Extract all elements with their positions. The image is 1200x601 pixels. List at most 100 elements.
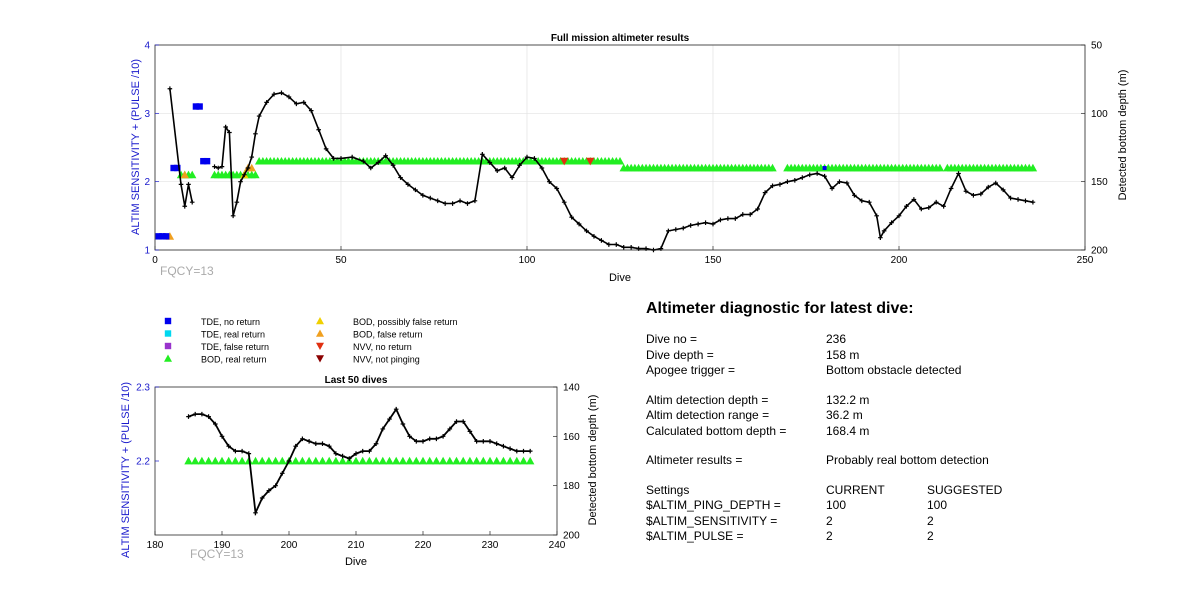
- setting-name: $ALTIM_PING_DEPTH =: [646, 498, 781, 512]
- bod-real-return-marker: [479, 456, 488, 465]
- depth-point: [554, 186, 560, 191]
- depth-point: [219, 164, 225, 169]
- depth-point: [393, 406, 399, 412]
- tde-no-return-marker: [162, 233, 170, 240]
- depth-point: [241, 172, 247, 178]
- depth-point: [226, 443, 231, 449]
- depth-point: [368, 165, 374, 171]
- apogee-value: Bottom obstacle detected: [826, 363, 962, 377]
- setting-suggested: 2: [927, 529, 934, 543]
- depth-point: [517, 162, 522, 168]
- depth-line-segment: [188, 407, 531, 517]
- legend-label: BOD, real return: [201, 355, 267, 365]
- depth-point: [792, 178, 798, 183]
- bod-real-return-marker: [358, 456, 367, 465]
- small-ticks: 180 190 200 210 220 230 240 2.2 2.3 140 160 180 200: [136, 383, 580, 552]
- depth-point: [889, 220, 894, 225]
- depth-point: [501, 443, 506, 449]
- bod-real-return-marker: [432, 456, 441, 465]
- setting-suggested: 2: [927, 513, 934, 528]
- depth-point: [971, 193, 976, 198]
- depth-point: [239, 448, 245, 454]
- depth-point: [799, 175, 805, 180]
- depth-point: [213, 421, 218, 427]
- depth-point: [844, 180, 850, 186]
- depth-point: [822, 173, 827, 179]
- depth-point: [447, 426, 453, 432]
- depth-point: [1015, 197, 1021, 202]
- depth-point: [532, 156, 537, 161]
- depth-point: [467, 429, 473, 434]
- depth-point: [189, 199, 195, 205]
- depth-point: [427, 436, 432, 442]
- legend-label: BOD, possibly false return: [353, 317, 458, 327]
- depth-point: [414, 438, 419, 444]
- setting-row: $ALTIM_PULSE = 2 2: [646, 529, 1166, 545]
- bod-real-return-marker: [445, 456, 454, 465]
- x-tick-label: 200: [891, 255, 908, 266]
- bod-real-return-marker: [512, 456, 521, 465]
- depth-point: [420, 438, 426, 444]
- x-tick-label: 190: [214, 540, 231, 551]
- altim-range-label: Altim detection range =: [646, 408, 770, 422]
- suggested-label: SUGGESTED: [927, 482, 1003, 497]
- depth-point: [230, 213, 236, 219]
- bod-real-return-marker: [465, 456, 475, 465]
- depth-point: [703, 220, 708, 225]
- bod-real-return-marker: [418, 456, 428, 465]
- depth-point: [192, 411, 198, 417]
- x-tick-label: 150: [705, 255, 722, 266]
- y-tick-label: 4: [144, 41, 150, 52]
- x-tick-label: 180: [147, 540, 164, 551]
- bod-real-return-marker: [398, 456, 408, 465]
- legend-marker-triangle-down: [316, 355, 324, 363]
- bod-real-return-marker: [291, 456, 300, 465]
- depth-point: [866, 199, 872, 205]
- y2-tick-label: 100: [1091, 109, 1108, 120]
- depth-point: [919, 206, 924, 212]
- calc-depth-row: Calculated bottom depth = 168.4 m: [646, 424, 1166, 440]
- y2-tick-label: 150: [1091, 177, 1108, 188]
- depth-point: [186, 414, 191, 419]
- depth-point: [628, 244, 634, 250]
- bod-real-return-marker: [385, 456, 394, 465]
- bod-real-return-marker: [485, 456, 495, 465]
- x-tick-label: 230: [482, 540, 499, 551]
- depth-point: [249, 154, 255, 160]
- depth-point: [673, 227, 679, 232]
- depth-point: [911, 197, 917, 202]
- depth-point: [985, 184, 991, 190]
- depth-point: [253, 131, 258, 137]
- small-y-axis-label: ALTIM SENSITIVITY + (PULSE /10): [120, 382, 132, 558]
- bod-real-return-marker: [499, 456, 508, 465]
- depth-point: [259, 495, 265, 501]
- bod-real-return-marker: [459, 456, 468, 465]
- depth-point: [373, 441, 379, 447]
- depth-point: [271, 91, 277, 97]
- small-x-axis-label: Dive: [345, 556, 367, 568]
- bod-real-return-marker: [338, 456, 347, 465]
- main-plot-frame: [154, 44, 1086, 251]
- setting-current: 2: [826, 513, 833, 528]
- depth-point: [547, 179, 552, 184]
- bod-false-marker: [247, 163, 256, 172]
- legend-label: TDE, false return: [201, 342, 269, 352]
- depth-point: [460, 419, 466, 424]
- depth-point: [301, 100, 307, 105]
- depth-point: [390, 162, 396, 168]
- nvv-no-return-marker: [560, 157, 569, 166]
- depth-point: [480, 152, 485, 157]
- depth-point: [400, 421, 406, 427]
- depth-point: [313, 441, 319, 447]
- depth-point: [502, 165, 507, 171]
- tde-no-return-marker: [196, 103, 203, 110]
- y2-tick-label: 200: [1091, 246, 1108, 257]
- bod-real-return-marker: [251, 170, 260, 179]
- dive-depth-label: Dive depth =: [646, 347, 714, 362]
- apogee-label: Apogee trigger =: [646, 363, 736, 377]
- tde-no-return-marker: [822, 166, 827, 170]
- x-tick-label: 250: [1077, 255, 1094, 266]
- depth-point: [383, 153, 388, 158]
- legend-label: BOD, false return: [353, 330, 423, 340]
- depth-point: [569, 214, 574, 220]
